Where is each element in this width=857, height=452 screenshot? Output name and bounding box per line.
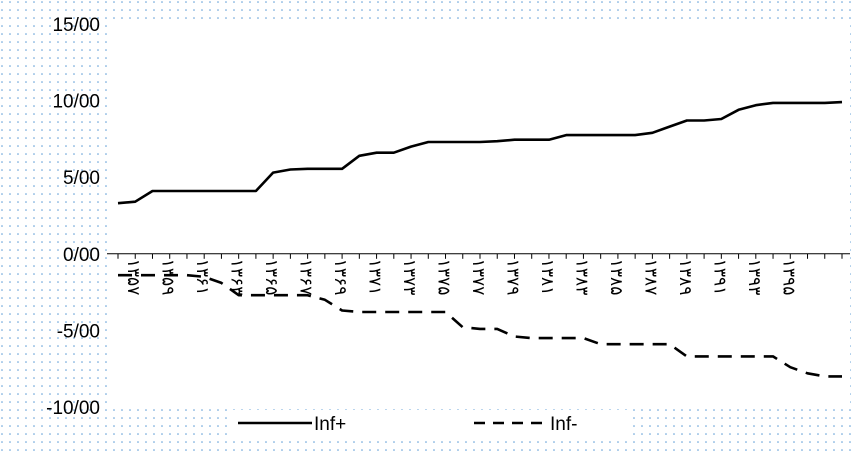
x-tick-label: ۱۳۸۹ bbox=[676, 259, 695, 296]
x-tick-label: ۱۳۵۹ bbox=[159, 259, 178, 296]
x-tick-label: ۱۳۹۳ bbox=[745, 259, 764, 296]
x-tick-label: ۱۳۶۷ bbox=[297, 259, 316, 296]
x-tick-label: ۱۳۸۱ bbox=[538, 259, 557, 296]
x-tick-label: ۱۳۶۵ bbox=[262, 259, 281, 296]
x-axis: ۱۳۵۷ ۱۳۵۹ ۱۳۶۱ ۱۳۶۳ ۱۳۶۵ ۱۳۶۷ ۱۳۶۹ ۱۳۷۱ ۱۳۷۳ ۱۳۷۵… bbox=[107, 253, 850, 296]
x-tick-label: ۱۳۷۷ bbox=[469, 259, 488, 296]
x-tick-label: ۱۳۷۹ bbox=[503, 259, 522, 296]
x-tick-label: ۱۳۷۱ bbox=[366, 259, 385, 296]
series-line-inf-plus bbox=[117, 100, 843, 205]
y-tick-label: 15/00 bbox=[52, 15, 100, 36]
legend-label-inf-minus: Inf- bbox=[550, 414, 577, 435]
y-tick-label: -10/00 bbox=[46, 398, 100, 419]
legend: Inf+ Inf- bbox=[230, 410, 630, 436]
x-tick-label: ۱۳۹۱ bbox=[710, 259, 729, 296]
x-tick-label: ۱۳۶۳ bbox=[228, 259, 247, 296]
series-line-inf-minus bbox=[118, 273, 842, 378]
series-layer bbox=[117, 100, 843, 378]
y-tick-label: 0/00 bbox=[63, 245, 100, 266]
x-tick-label: ۱۳۸۵ bbox=[607, 259, 626, 296]
y-tick-label: 10/00 bbox=[52, 92, 100, 113]
x-tick-label: ۱۳۹۵ bbox=[779, 259, 798, 296]
y-tick-label: -5/00 bbox=[57, 321, 100, 342]
y-axis-labels: 15/00 10/00 5/00 0/00 -5/00 -10/00 bbox=[46, 15, 100, 419]
x-tick-label: ۱۳۸۳ bbox=[572, 259, 591, 296]
legend-label-inf-plus: Inf+ bbox=[314, 414, 346, 435]
x-tick-label: ۱۳۷۳ bbox=[400, 259, 419, 296]
y-tick-label: 5/00 bbox=[63, 168, 100, 189]
x-tick-label: ۱۳۷۵ bbox=[435, 259, 454, 296]
plot-area bbox=[107, 24, 850, 407]
x-tick-label: ۱۳۸۷ bbox=[641, 259, 660, 296]
x-tick-label: ۱۳۵۷ bbox=[124, 259, 143, 296]
x-tick-label: ۱۳۶۹ bbox=[331, 259, 350, 296]
x-tick-label: ۱۳۶۱ bbox=[193, 259, 212, 296]
